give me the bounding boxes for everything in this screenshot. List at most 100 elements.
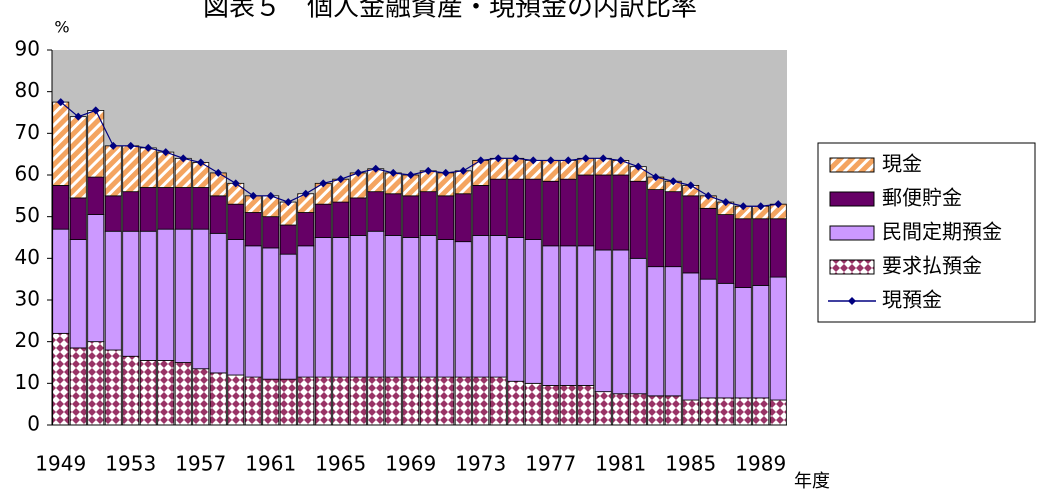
line-marker bbox=[721, 198, 730, 207]
bar-segment bbox=[87, 176, 105, 215]
bar-segment bbox=[594, 249, 612, 393]
bar-segment bbox=[297, 245, 315, 378]
line-marker bbox=[634, 162, 643, 171]
bar-segment bbox=[297, 376, 315, 426]
bar-segment bbox=[244, 212, 262, 247]
bar-segment bbox=[227, 239, 245, 376]
line-marker bbox=[564, 156, 573, 165]
line-marker bbox=[546, 156, 555, 165]
line-marker bbox=[161, 148, 170, 157]
x-tick-label: 1989 bbox=[735, 452, 786, 476]
legend-label: 要求払預金 bbox=[882, 254, 982, 278]
line-marker bbox=[179, 154, 188, 163]
plot-area bbox=[52, 50, 787, 425]
bar-segment bbox=[629, 393, 647, 426]
x-tick-label: 1981 bbox=[595, 452, 646, 476]
line-marker bbox=[686, 181, 695, 190]
bar-segment bbox=[699, 397, 717, 426]
line-marker bbox=[704, 191, 713, 200]
x-tick-label: 1965 bbox=[315, 452, 366, 476]
bar-segment bbox=[384, 235, 402, 378]
bar-segment bbox=[734, 397, 752, 426]
bar-segment bbox=[332, 201, 350, 238]
bar-segment bbox=[402, 195, 420, 238]
line-marker bbox=[74, 112, 83, 121]
bar-segment bbox=[384, 376, 402, 426]
y-tick-label: 0 bbox=[27, 412, 40, 436]
bar-segment bbox=[332, 376, 350, 426]
bar-segment bbox=[157, 151, 175, 188]
bar-segment bbox=[227, 203, 245, 240]
bar-segment bbox=[664, 266, 682, 397]
bar-segment bbox=[139, 147, 157, 188]
bar-segment bbox=[682, 195, 700, 274]
bar-segment bbox=[69, 347, 87, 426]
bar-segment bbox=[559, 178, 577, 247]
bar-segment bbox=[122, 145, 140, 193]
line-marker bbox=[249, 191, 258, 200]
bar-segment bbox=[577, 174, 595, 247]
x-axis-label: 年度 bbox=[794, 471, 830, 492]
bar-segment bbox=[489, 376, 507, 426]
bar-segment bbox=[507, 178, 525, 238]
bar-segment bbox=[577, 245, 595, 386]
bar-segment bbox=[419, 376, 437, 426]
bar-segment bbox=[769, 399, 787, 426]
bar-segment bbox=[69, 197, 87, 240]
bar-segment bbox=[122, 191, 140, 232]
bar-segment bbox=[209, 372, 227, 426]
bar-segment bbox=[279, 253, 297, 380]
bar-segment bbox=[262, 216, 280, 249]
line-marker bbox=[774, 200, 783, 209]
y-tick-label: 40 bbox=[15, 245, 40, 269]
bar-segment bbox=[752, 397, 770, 426]
bar-segment bbox=[437, 195, 455, 240]
bar-segment bbox=[52, 101, 70, 186]
legend-marker bbox=[848, 297, 856, 305]
bar-segment bbox=[612, 174, 630, 251]
line-marker bbox=[56, 98, 65, 107]
bar-segment bbox=[384, 193, 402, 236]
bar-segment bbox=[52, 332, 70, 426]
bar-segment bbox=[227, 374, 245, 426]
bar-segment bbox=[139, 230, 157, 361]
bar-segment bbox=[349, 197, 367, 236]
bar-segment bbox=[314, 237, 332, 378]
y-unit: % bbox=[54, 18, 69, 37]
bar-segment bbox=[419, 235, 437, 378]
legend-swatch bbox=[829, 225, 875, 241]
bar-segment bbox=[209, 232, 227, 374]
line-marker bbox=[196, 158, 205, 167]
bar-segment bbox=[157, 228, 175, 361]
bar-segment bbox=[717, 397, 735, 426]
bar-segment bbox=[139, 360, 157, 426]
bar-segment bbox=[122, 355, 140, 426]
bar-segment bbox=[542, 385, 560, 426]
bar-segment bbox=[629, 257, 647, 395]
y-tick-label: 70 bbox=[15, 120, 40, 144]
line-marker bbox=[406, 171, 415, 179]
x-tick-label: 1969 bbox=[385, 452, 436, 476]
bar-segment bbox=[454, 241, 472, 378]
bar-segment bbox=[734, 218, 752, 288]
bar-segment bbox=[594, 391, 612, 426]
bar-segment bbox=[87, 214, 105, 343]
bar-segment bbox=[717, 282, 735, 399]
bar-segment bbox=[577, 385, 595, 426]
bar-segment bbox=[174, 362, 192, 426]
bar-segment bbox=[647, 189, 665, 268]
bar-segment bbox=[52, 185, 70, 230]
bar-segment bbox=[69, 239, 87, 349]
line-marker bbox=[214, 168, 223, 177]
legend-label: 民間定期預金 bbox=[882, 220, 1002, 244]
line-marker bbox=[459, 166, 468, 175]
bar-segment bbox=[192, 368, 210, 426]
bar-segment bbox=[629, 180, 647, 259]
line-marker bbox=[494, 154, 503, 163]
bar-segment bbox=[314, 376, 332, 426]
line-marker bbox=[511, 154, 520, 163]
bar-segment bbox=[174, 157, 192, 188]
line-marker bbox=[319, 179, 328, 188]
bar-segment bbox=[192, 228, 210, 370]
